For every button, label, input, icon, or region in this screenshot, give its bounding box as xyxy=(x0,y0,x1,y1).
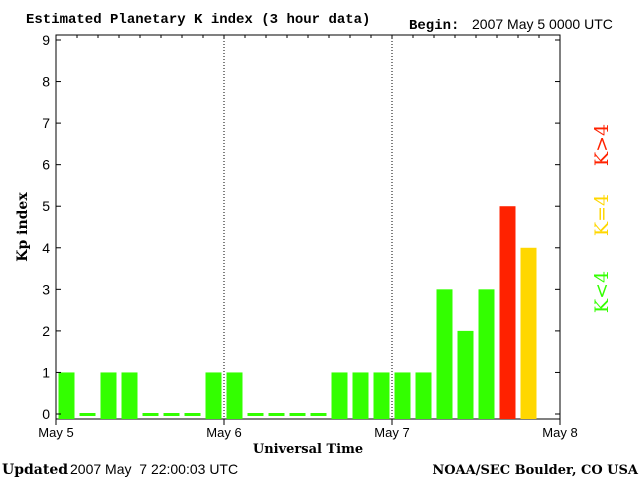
x-axis: May 5 May 6 May 7 May 8 xyxy=(38,35,578,440)
kp-bar xyxy=(415,372,432,419)
updated-label: Updated xyxy=(2,462,68,478)
kp-bar xyxy=(478,289,495,419)
kp-bar xyxy=(268,413,285,416)
kp-bar xyxy=(373,372,390,419)
kp-bar xyxy=(436,289,453,419)
day-dividers xyxy=(223,35,393,419)
x-tick-label: May 8 xyxy=(542,425,577,440)
kp-bar xyxy=(289,413,306,416)
kp-bar xyxy=(394,372,411,419)
y-tick-label: 5 xyxy=(42,198,50,214)
kp-bar xyxy=(205,372,222,419)
kp-bar xyxy=(352,372,369,419)
y-tick-label: 7 xyxy=(42,115,50,131)
legend-item-k-equal-4: K=4 xyxy=(591,194,613,236)
legend-item-k-greater-4: K>4 xyxy=(591,124,613,166)
y-tick-label: 2 xyxy=(42,323,50,339)
kp-bar xyxy=(310,413,327,416)
kp-bar xyxy=(163,413,180,416)
y-axis: 0 1 2 3 4 5 6 7 8 9 xyxy=(42,32,560,422)
chart-title: Estimated Planetary K index (3 hour data… xyxy=(26,12,370,28)
x-tick-label: May 7 xyxy=(374,425,409,440)
bars xyxy=(58,206,537,419)
kp-bar xyxy=(499,206,516,419)
x-tick-label: May 6 xyxy=(206,425,241,440)
kp-bar xyxy=(121,372,138,419)
x-axis-label: Universal Time xyxy=(253,442,363,457)
legend-item-k-less-4: K<4 xyxy=(591,271,613,313)
kp-bar xyxy=(184,413,201,416)
kp-bar xyxy=(520,247,537,419)
begin-label: Begin: xyxy=(409,18,459,34)
legend: K<4 K=4 K>4 xyxy=(591,124,613,313)
kp-bar xyxy=(100,372,117,419)
y-tick-label: 9 xyxy=(42,32,50,48)
kp-bar xyxy=(457,330,474,419)
y-tick-label: 1 xyxy=(42,364,50,380)
updated-value: 2007 May 7 22:00:03 UTC xyxy=(70,461,238,477)
begin-value: 2007 May 5 0000 UTC xyxy=(472,16,613,32)
y-tick-label: 0 xyxy=(42,406,50,422)
kp-bar xyxy=(58,372,75,419)
kp-bar xyxy=(79,413,96,416)
y-tick-label: 3 xyxy=(42,281,50,297)
y-tick-label: 6 xyxy=(42,157,50,173)
y-tick-label: 8 xyxy=(42,74,50,90)
y-axis-label: Kp index xyxy=(15,192,31,262)
kp-bar xyxy=(247,413,264,416)
x-tick-label: May 5 xyxy=(38,425,73,440)
kp-bar xyxy=(331,372,348,419)
kp-bar xyxy=(142,413,159,416)
y-tick-label: 4 xyxy=(42,240,50,256)
source-credit: NOAA/SEC Boulder, CO USA xyxy=(432,463,639,478)
kp-bar xyxy=(226,372,243,419)
